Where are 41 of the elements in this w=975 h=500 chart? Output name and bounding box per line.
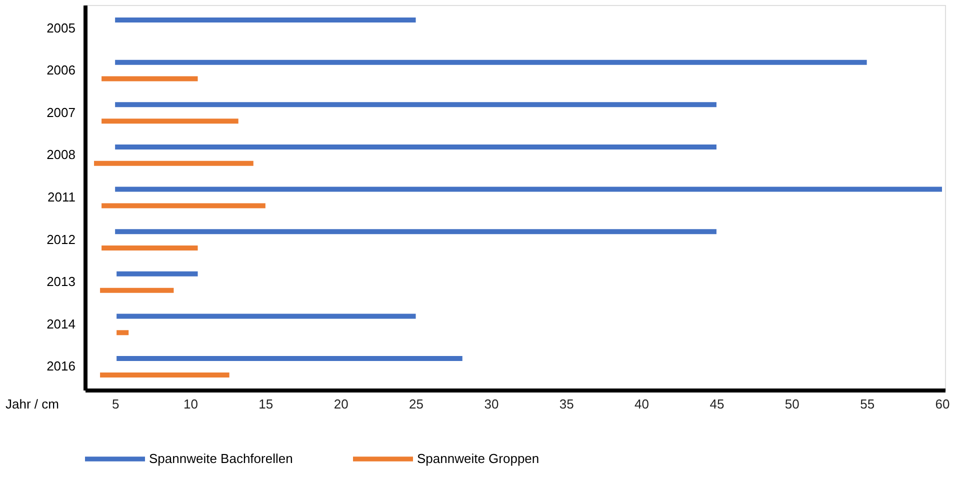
bar [115, 102, 716, 108]
bar [100, 372, 230, 378]
bar [102, 203, 266, 208]
bar [115, 60, 867, 65]
y-tick-label: 2012 [46, 232, 76, 247]
x-tick-label: 60 [935, 396, 950, 412]
x-axis-title: Jahr / cm [6, 396, 59, 412]
bar [102, 118, 238, 124]
bar [94, 160, 254, 166]
x-tick-label: 40 [634, 396, 650, 412]
y-tick-label: 2007 [46, 104, 76, 120]
bar [116, 314, 416, 319]
y-tick-label: 2016 [46, 358, 76, 374]
x-tick-label: 20 [334, 396, 348, 412]
bar [100, 288, 174, 293]
bar [115, 18, 416, 23]
y-tick-label: 2006 [46, 62, 76, 78]
legend-label: Spannweite Groppen [417, 451, 540, 466]
y-tick-label: 2013 [46, 274, 76, 290]
x-tick-label: 30 [484, 396, 499, 412]
bar [115, 186, 942, 192]
bar [102, 246, 198, 251]
legend-label: Spannweite Bachforellen [149, 451, 293, 466]
bar [116, 356, 462, 362]
bar [115, 144, 716, 150]
x-tick-label: 10 [184, 396, 198, 412]
y-tick-label: 2011 [48, 190, 76, 204]
x-tick-label: 5 [112, 396, 120, 412]
x-tick-label: 55 [860, 396, 875, 412]
y-tick-label: 2008 [46, 147, 76, 162]
x-tick-label: 50 [784, 396, 800, 412]
x-tick-label: 35 [559, 396, 574, 412]
y-tick-label: 2005 [46, 20, 76, 36]
y-tick-label: 2014 [46, 316, 76, 332]
bar [116, 330, 129, 336]
x-tick-label: 25 [409, 396, 424, 412]
bar [115, 229, 716, 234]
x-tick-label: 15 [258, 396, 274, 412]
bar [102, 76, 198, 82]
x-tick-label: 45 [710, 396, 724, 412]
bar [116, 271, 198, 276]
